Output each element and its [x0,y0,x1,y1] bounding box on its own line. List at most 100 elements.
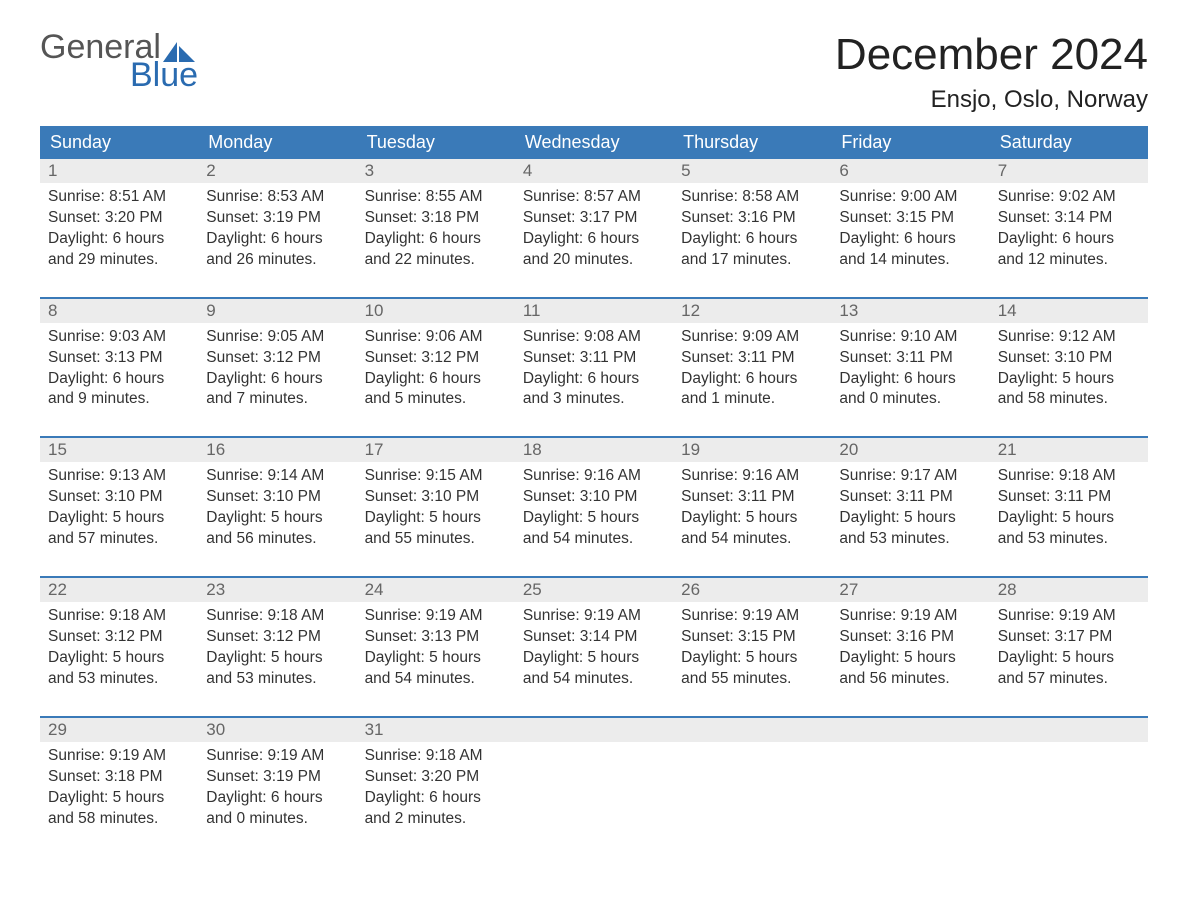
day-number-cell: 21 [990,438,1148,462]
day-content-cell: Sunrise: 9:05 AMSunset: 3:12 PMDaylight:… [198,323,356,438]
logo-word-blue: Blue [130,58,198,92]
daylight-text: and 7 minutes. [206,389,348,410]
day-number-cell: 4 [515,159,673,183]
daylight-text: and 56 minutes. [206,529,348,550]
sunrise-text: Sunrise: 9:18 AM [206,606,348,627]
day-number-cell [831,718,989,742]
day-number-cell: 24 [357,578,515,602]
daylight-text: Daylight: 5 hours [48,648,190,669]
daylight-text: Daylight: 5 hours [998,508,1140,529]
sunset-text: Sunset: 3:14 PM [998,208,1140,229]
sunrise-text: Sunrise: 8:57 AM [523,187,665,208]
day-number-cell: 25 [515,578,673,602]
day-number-cell [990,718,1148,742]
day-content-cell: Sunrise: 8:58 AMSunset: 3:16 PMDaylight:… [673,183,831,298]
sunset-text: Sunset: 3:10 PM [48,487,190,508]
sunrise-text: Sunrise: 9:16 AM [681,466,823,487]
sunset-text: Sunset: 3:20 PM [365,767,507,788]
day-number-cell: 1 [40,159,198,183]
sunrise-text: Sunrise: 9:19 AM [998,606,1140,627]
daylight-text: and 0 minutes. [839,389,981,410]
day-number-cell: 10 [357,299,515,323]
sunrise-text: Sunrise: 9:05 AM [206,327,348,348]
daylight-text: and 58 minutes. [998,389,1140,410]
day-number-cell: 16 [198,438,356,462]
day-content-cell: Sunrise: 9:02 AMSunset: 3:14 PMDaylight:… [990,183,1148,298]
sunrise-text: Sunrise: 9:19 AM [523,606,665,627]
calendar-table: Sunday Monday Tuesday Wednesday Thursday… [40,126,1148,855]
sunset-text: Sunset: 3:19 PM [206,767,348,788]
sunset-text: Sunset: 3:12 PM [48,627,190,648]
day-content-row: Sunrise: 8:51 AMSunset: 3:20 PMDaylight:… [40,183,1148,298]
daylight-text: and 53 minutes. [48,669,190,690]
day-header: Thursday [673,126,831,159]
day-number-row: 22232425262728 [40,578,1148,602]
day-content-row: Sunrise: 9:18 AMSunset: 3:12 PMDaylight:… [40,602,1148,717]
daylight-text: and 55 minutes. [365,529,507,550]
sunrise-text: Sunrise: 8:51 AM [48,187,190,208]
sunrise-text: Sunrise: 8:58 AM [681,187,823,208]
day-content-cell: Sunrise: 9:00 AMSunset: 3:15 PMDaylight:… [831,183,989,298]
day-number-cell: 13 [831,299,989,323]
day-content-cell: Sunrise: 8:57 AMSunset: 3:17 PMDaylight:… [515,183,673,298]
daylight-text: Daylight: 6 hours [206,788,348,809]
daylight-text: and 57 minutes. [48,529,190,550]
day-number-cell: 2 [198,159,356,183]
day-number-cell: 6 [831,159,989,183]
day-content-cell: Sunrise: 9:18 AMSunset: 3:20 PMDaylight:… [357,742,515,856]
sunset-text: Sunset: 3:16 PM [839,627,981,648]
day-number-cell: 7 [990,159,1148,183]
day-number-cell: 3 [357,159,515,183]
day-number-cell: 20 [831,438,989,462]
daylight-text: Daylight: 6 hours [523,369,665,390]
daylight-text: Daylight: 5 hours [998,369,1140,390]
sunset-text: Sunset: 3:16 PM [681,208,823,229]
day-number-row: 293031 [40,718,1148,742]
day-number-cell: 5 [673,159,831,183]
page-header: General Blue December 2024 Ensjo, Oslo, … [40,30,1148,114]
daylight-text: and 53 minutes. [206,669,348,690]
day-number-cell: 22 [40,578,198,602]
daylight-text: Daylight: 5 hours [206,508,348,529]
sunrise-text: Sunrise: 8:53 AM [206,187,348,208]
daylight-text: and 56 minutes. [839,669,981,690]
day-content-cell: Sunrise: 9:14 AMSunset: 3:10 PMDaylight:… [198,462,356,577]
day-number-row: 891011121314 [40,299,1148,323]
daylight-text: and 29 minutes. [48,250,190,271]
daylight-text: and 54 minutes. [681,529,823,550]
day-number-row: 1234567 [40,159,1148,183]
day-content-cell: Sunrise: 8:55 AMSunset: 3:18 PMDaylight:… [357,183,515,298]
day-number-cell: 19 [673,438,831,462]
day-header: Wednesday [515,126,673,159]
sunrise-text: Sunrise: 9:19 AM [206,746,348,767]
day-content-row: Sunrise: 9:13 AMSunset: 3:10 PMDaylight:… [40,462,1148,577]
day-content-cell: Sunrise: 9:16 AMSunset: 3:10 PMDaylight:… [515,462,673,577]
sunrise-text: Sunrise: 9:17 AM [839,466,981,487]
daylight-text: and 17 minutes. [681,250,823,271]
day-content-cell: Sunrise: 9:19 AMSunset: 3:17 PMDaylight:… [990,602,1148,717]
sunset-text: Sunset: 3:17 PM [998,627,1140,648]
month-title: December 2024 [835,30,1148,80]
sunset-text: Sunset: 3:12 PM [206,627,348,648]
daylight-text: and 20 minutes. [523,250,665,271]
day-content-cell: Sunrise: 9:16 AMSunset: 3:11 PMDaylight:… [673,462,831,577]
sunset-text: Sunset: 3:17 PM [523,208,665,229]
sunset-text: Sunset: 3:12 PM [365,348,507,369]
day-content-cell: Sunrise: 8:51 AMSunset: 3:20 PMDaylight:… [40,183,198,298]
day-content-cell: Sunrise: 9:18 AMSunset: 3:11 PMDaylight:… [990,462,1148,577]
daylight-text: Daylight: 5 hours [681,648,823,669]
day-number-cell: 27 [831,578,989,602]
daylight-text: Daylight: 6 hours [681,229,823,250]
sunset-text: Sunset: 3:19 PM [206,208,348,229]
daylight-text: and 54 minutes. [523,529,665,550]
daylight-text: and 2 minutes. [365,809,507,830]
logo: General Blue [40,30,198,92]
day-number-cell: 11 [515,299,673,323]
day-header-row: Sunday Monday Tuesday Wednesday Thursday… [40,126,1148,159]
daylight-text: and 5 minutes. [365,389,507,410]
daylight-text: Daylight: 6 hours [206,369,348,390]
day-header: Monday [198,126,356,159]
day-content-cell: Sunrise: 9:19 AMSunset: 3:15 PMDaylight:… [673,602,831,717]
day-number-cell: 12 [673,299,831,323]
day-header: Sunday [40,126,198,159]
